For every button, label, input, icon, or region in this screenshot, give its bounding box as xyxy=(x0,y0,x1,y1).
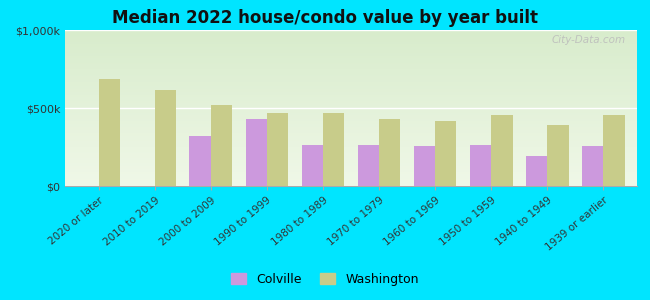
Bar xyxy=(491,115,512,186)
Bar xyxy=(435,121,456,186)
Bar xyxy=(323,113,345,186)
Bar xyxy=(379,119,400,186)
Bar xyxy=(190,136,211,186)
Bar xyxy=(267,113,288,186)
Bar xyxy=(603,115,625,186)
Bar xyxy=(582,146,603,186)
Bar xyxy=(547,125,569,186)
Bar xyxy=(246,119,267,186)
Bar xyxy=(155,90,176,186)
Bar xyxy=(211,105,232,186)
Text: Median 2022 house/condo value by year built: Median 2022 house/condo value by year bu… xyxy=(112,9,538,27)
Text: City-Data.com: City-Data.com xyxy=(551,35,625,45)
Bar xyxy=(526,156,547,186)
Bar xyxy=(302,145,323,186)
Bar xyxy=(470,145,491,186)
Legend: Colville, Washington: Colville, Washington xyxy=(226,268,424,291)
Bar xyxy=(414,146,435,186)
Bar xyxy=(358,145,379,186)
Bar xyxy=(99,79,120,186)
